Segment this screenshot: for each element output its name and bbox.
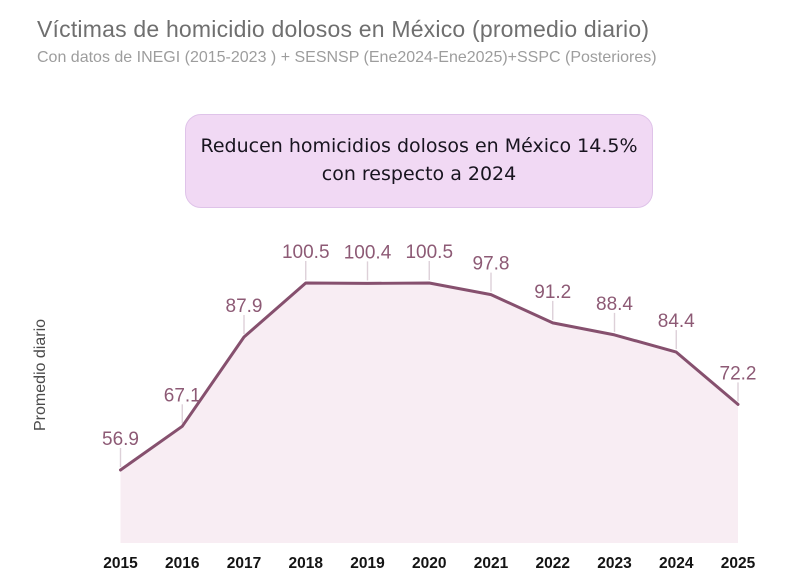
data-label-2022: 91.2 [534,282,571,303]
x-tick-label-2017: 2017 [227,555,261,572]
data-label-2016: 67.1 [164,385,201,406]
data-label-2020: 100.5 [405,242,453,263]
x-tick-label-2024: 2024 [659,555,694,572]
x-tick-label-2018: 2018 [289,555,324,572]
data-label-2024: 84.4 [658,311,695,332]
data-label-2017: 87.9 [226,296,263,317]
x-tick-label-2015: 2015 [103,555,138,572]
x-tick-label-2020: 2020 [412,555,446,572]
trend-line [119,281,740,472]
annotation-text-line2: con respecto a 2024 [321,163,517,185]
data-label-2021: 97.8 [473,254,510,275]
x-tick-label-2023: 2023 [597,555,632,572]
annotation-box: Reducen homicidios dolosos en México 14.… [185,114,653,208]
data-label-2018: 100.5 [282,242,330,263]
data-label-2025: 72.2 [720,363,757,384]
data-label-2015: 56.9 [102,429,139,450]
area-fill [120,283,738,543]
x-tick-label-2022: 2022 [536,555,570,572]
x-tick-label-2025: 2025 [721,555,756,572]
x-tick-label-2019: 2019 [350,555,385,572]
data-label-2019: 100.4 [344,242,392,263]
chart-title: Víctimas de homicidio dolosos en México … [37,16,650,42]
chart-subtitle: Con datos de INEGI (2015-2023 ) + SESNSP… [37,49,657,66]
data-label-2023: 88.4 [596,294,633,315]
x-tick-label-2021: 2021 [474,555,509,572]
annotation-text-line1: Reducen homicidios dolosos en México 14.… [200,135,638,158]
x-tick-label-2016: 2016 [165,555,200,572]
